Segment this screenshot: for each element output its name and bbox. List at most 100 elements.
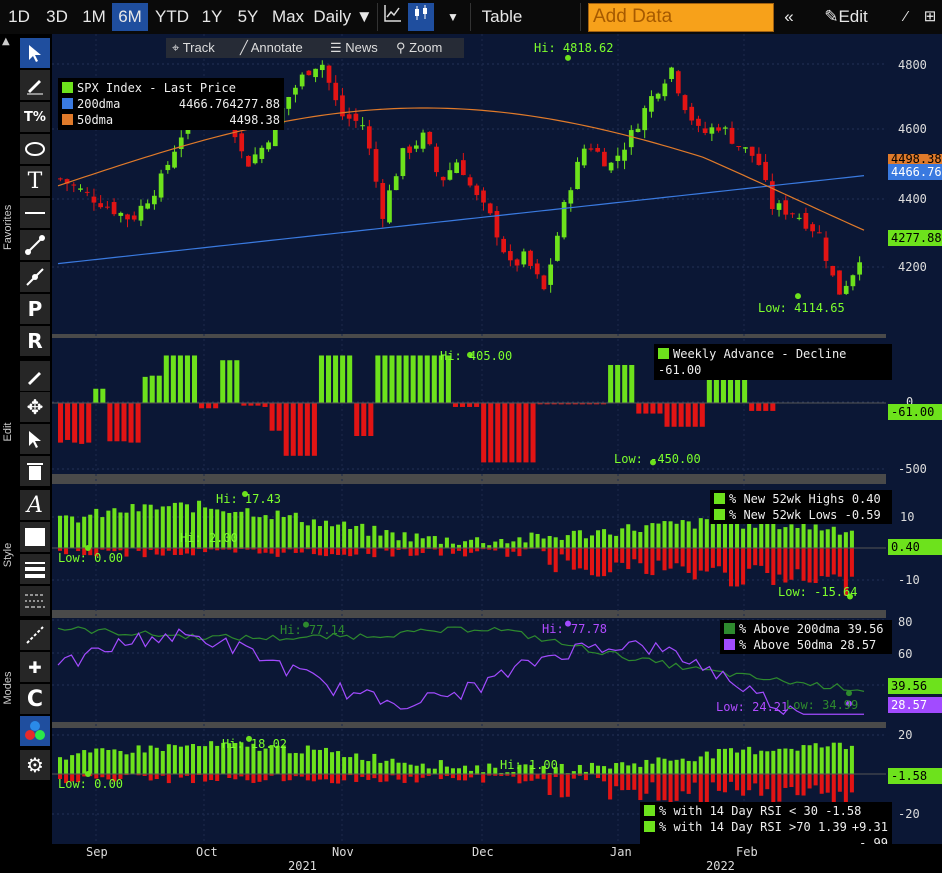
chart-type-dropdown-icon[interactable]: ▼	[447, 10, 459, 24]
period-ytd-button[interactable]: YTD	[155, 7, 189, 26]
rsi-bar-low	[644, 774, 649, 794]
text-tool-icon[interactable]: T	[20, 166, 50, 196]
chart-settings-icon[interactable]: ⁄	[904, 8, 908, 25]
rsi-bar-low	[735, 774, 740, 791]
ad-bar	[199, 403, 205, 409]
frequency-dropdown[interactable]: Daily ▼	[313, 7, 373, 26]
hl-bar-high	[420, 538, 425, 548]
font-style-icon[interactable]: A	[20, 490, 50, 520]
line-style-icon[interactable]	[20, 586, 50, 616]
ad-bar	[735, 379, 741, 403]
ray-tool-icon[interactable]	[20, 262, 50, 292]
candlestick-icon[interactable]	[408, 3, 434, 31]
candle-body	[501, 238, 507, 253]
add-data-input[interactable]	[589, 4, 767, 29]
candle-body	[568, 190, 574, 204]
ad-bar	[692, 403, 698, 427]
hl-bar-low	[680, 548, 685, 567]
news-tab[interactable]: ☰ News	[324, 38, 396, 58]
line-tool-icon[interactable]	[20, 198, 50, 228]
snap-line-icon[interactable]	[20, 620, 50, 650]
ad-bar	[699, 403, 705, 427]
legend-200dma: 200dma 4466.76	[62, 96, 280, 112]
p-tool-icon[interactable]: P	[20, 294, 50, 324]
favorites-label: Favorites	[2, 204, 14, 250]
period-3d-button[interactable]: 3D	[46, 7, 68, 26]
select-plus-icon[interactable]	[20, 424, 50, 454]
ad-bar	[551, 403, 557, 405]
chart-canvas[interactable]	[52, 34, 886, 844]
candle-body	[655, 93, 661, 99]
fill-color-icon[interactable]	[20, 522, 50, 552]
ad-bar	[121, 403, 127, 442]
edit-pen-icon[interactable]	[20, 361, 50, 391]
ad-bar	[304, 403, 310, 456]
pointer-tool-icon[interactable]	[20, 38, 50, 68]
ad-bar	[516, 403, 522, 463]
period-max-button[interactable]: Max	[271, 7, 305, 26]
rsi-bar-low	[239, 774, 244, 777]
rsi-bar-high	[227, 743, 232, 774]
track-tab[interactable]: ⌖ Track	[166, 38, 240, 58]
ad-bar	[114, 403, 120, 442]
ad-bar	[241, 403, 247, 406]
rsi-bar-high	[722, 748, 727, 774]
magnet-icon[interactable]: C	[20, 684, 50, 714]
candle-body	[299, 74, 305, 87]
add-data-field[interactable]	[588, 3, 774, 32]
hl-bar-high	[172, 502, 177, 548]
hl-bar-low	[330, 548, 335, 555]
pen-tool-icon[interactable]	[20, 70, 50, 100]
r-tool-icon[interactable]: R	[20, 326, 50, 356]
move-icon[interactable]: ✥	[20, 392, 50, 422]
hl-bar-high	[190, 512, 196, 548]
trash-icon[interactable]	[20, 456, 50, 486]
ad-bar	[530, 403, 536, 463]
percent-tool-icon[interactable]: T%	[20, 102, 50, 132]
hl-bar-high	[589, 535, 594, 548]
rsi-bar-high	[64, 759, 69, 774]
hl-bar-low	[565, 548, 570, 561]
annotate-tab[interactable]: ╱ Annotate	[234, 38, 330, 58]
line-weight-icon[interactable]	[20, 554, 50, 584]
chart-area[interactable]	[52, 34, 886, 844]
hl-bar-high	[638, 532, 643, 548]
edit-chart-button[interactable]: ✎Edit Chart	[802, 3, 890, 54]
period-1m-button[interactable]: 1M	[82, 7, 106, 26]
settings-gear-icon[interactable]: ⚙	[20, 750, 50, 780]
collapse-chevron-icon[interactable]: «	[784, 7, 794, 26]
hl-bar-high	[674, 523, 679, 548]
period-1y-button[interactable]: 1Y	[201, 7, 223, 26]
period-6m-button[interactable]: 6M	[112, 3, 148, 31]
ad-bar	[389, 355, 395, 403]
table-button[interactable]: Table	[481, 7, 523, 26]
trendline-tool-icon[interactable]	[20, 230, 50, 260]
collapse-arrow-icon[interactable]: ▲	[2, 36, 10, 47]
period-1d-button[interactable]: 1D	[8, 7, 30, 26]
ad-bar	[763, 403, 769, 411]
color-dots-icon[interactable]	[20, 716, 50, 746]
rsi-bar-low	[100, 774, 105, 778]
rsi-bar-low	[680, 774, 685, 792]
ad-hi-label: Hi: 405.00	[440, 349, 513, 363]
hl-hi-label: Hi: 17.43	[216, 492, 282, 506]
rsi-bar-high	[801, 745, 806, 774]
candle-body	[286, 97, 292, 109]
line-chart-icon[interactable]	[380, 3, 406, 31]
legend-50dma: 50dma 4498.38	[62, 112, 280, 128]
rsi-bar-high	[166, 744, 171, 774]
period-5y-button[interactable]: 5Y	[237, 7, 259, 26]
hl-bar-high	[390, 532, 395, 548]
hl-bar-high	[807, 529, 812, 548]
rsi-bar-low	[656, 774, 661, 801]
hl-bar-low	[801, 548, 806, 581]
ad-bar	[375, 355, 381, 403]
grid-icon[interactable]: ⊞	[923, 8, 937, 25]
crosshair-icon[interactable]: ✚	[20, 652, 50, 682]
hl-bar-high	[753, 527, 758, 548]
candle-body	[716, 127, 721, 131]
hl-bar-high	[789, 524, 794, 548]
ellipse-tool-icon[interactable]	[20, 134, 50, 164]
zoom-tab[interactable]: ⚲ Zoom	[390, 38, 464, 58]
hl-bar-high	[305, 525, 310, 548]
